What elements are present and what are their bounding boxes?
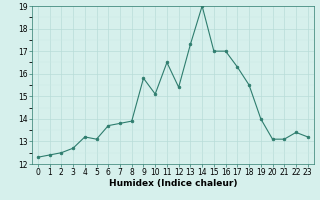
X-axis label: Humidex (Indice chaleur): Humidex (Indice chaleur) bbox=[108, 179, 237, 188]
